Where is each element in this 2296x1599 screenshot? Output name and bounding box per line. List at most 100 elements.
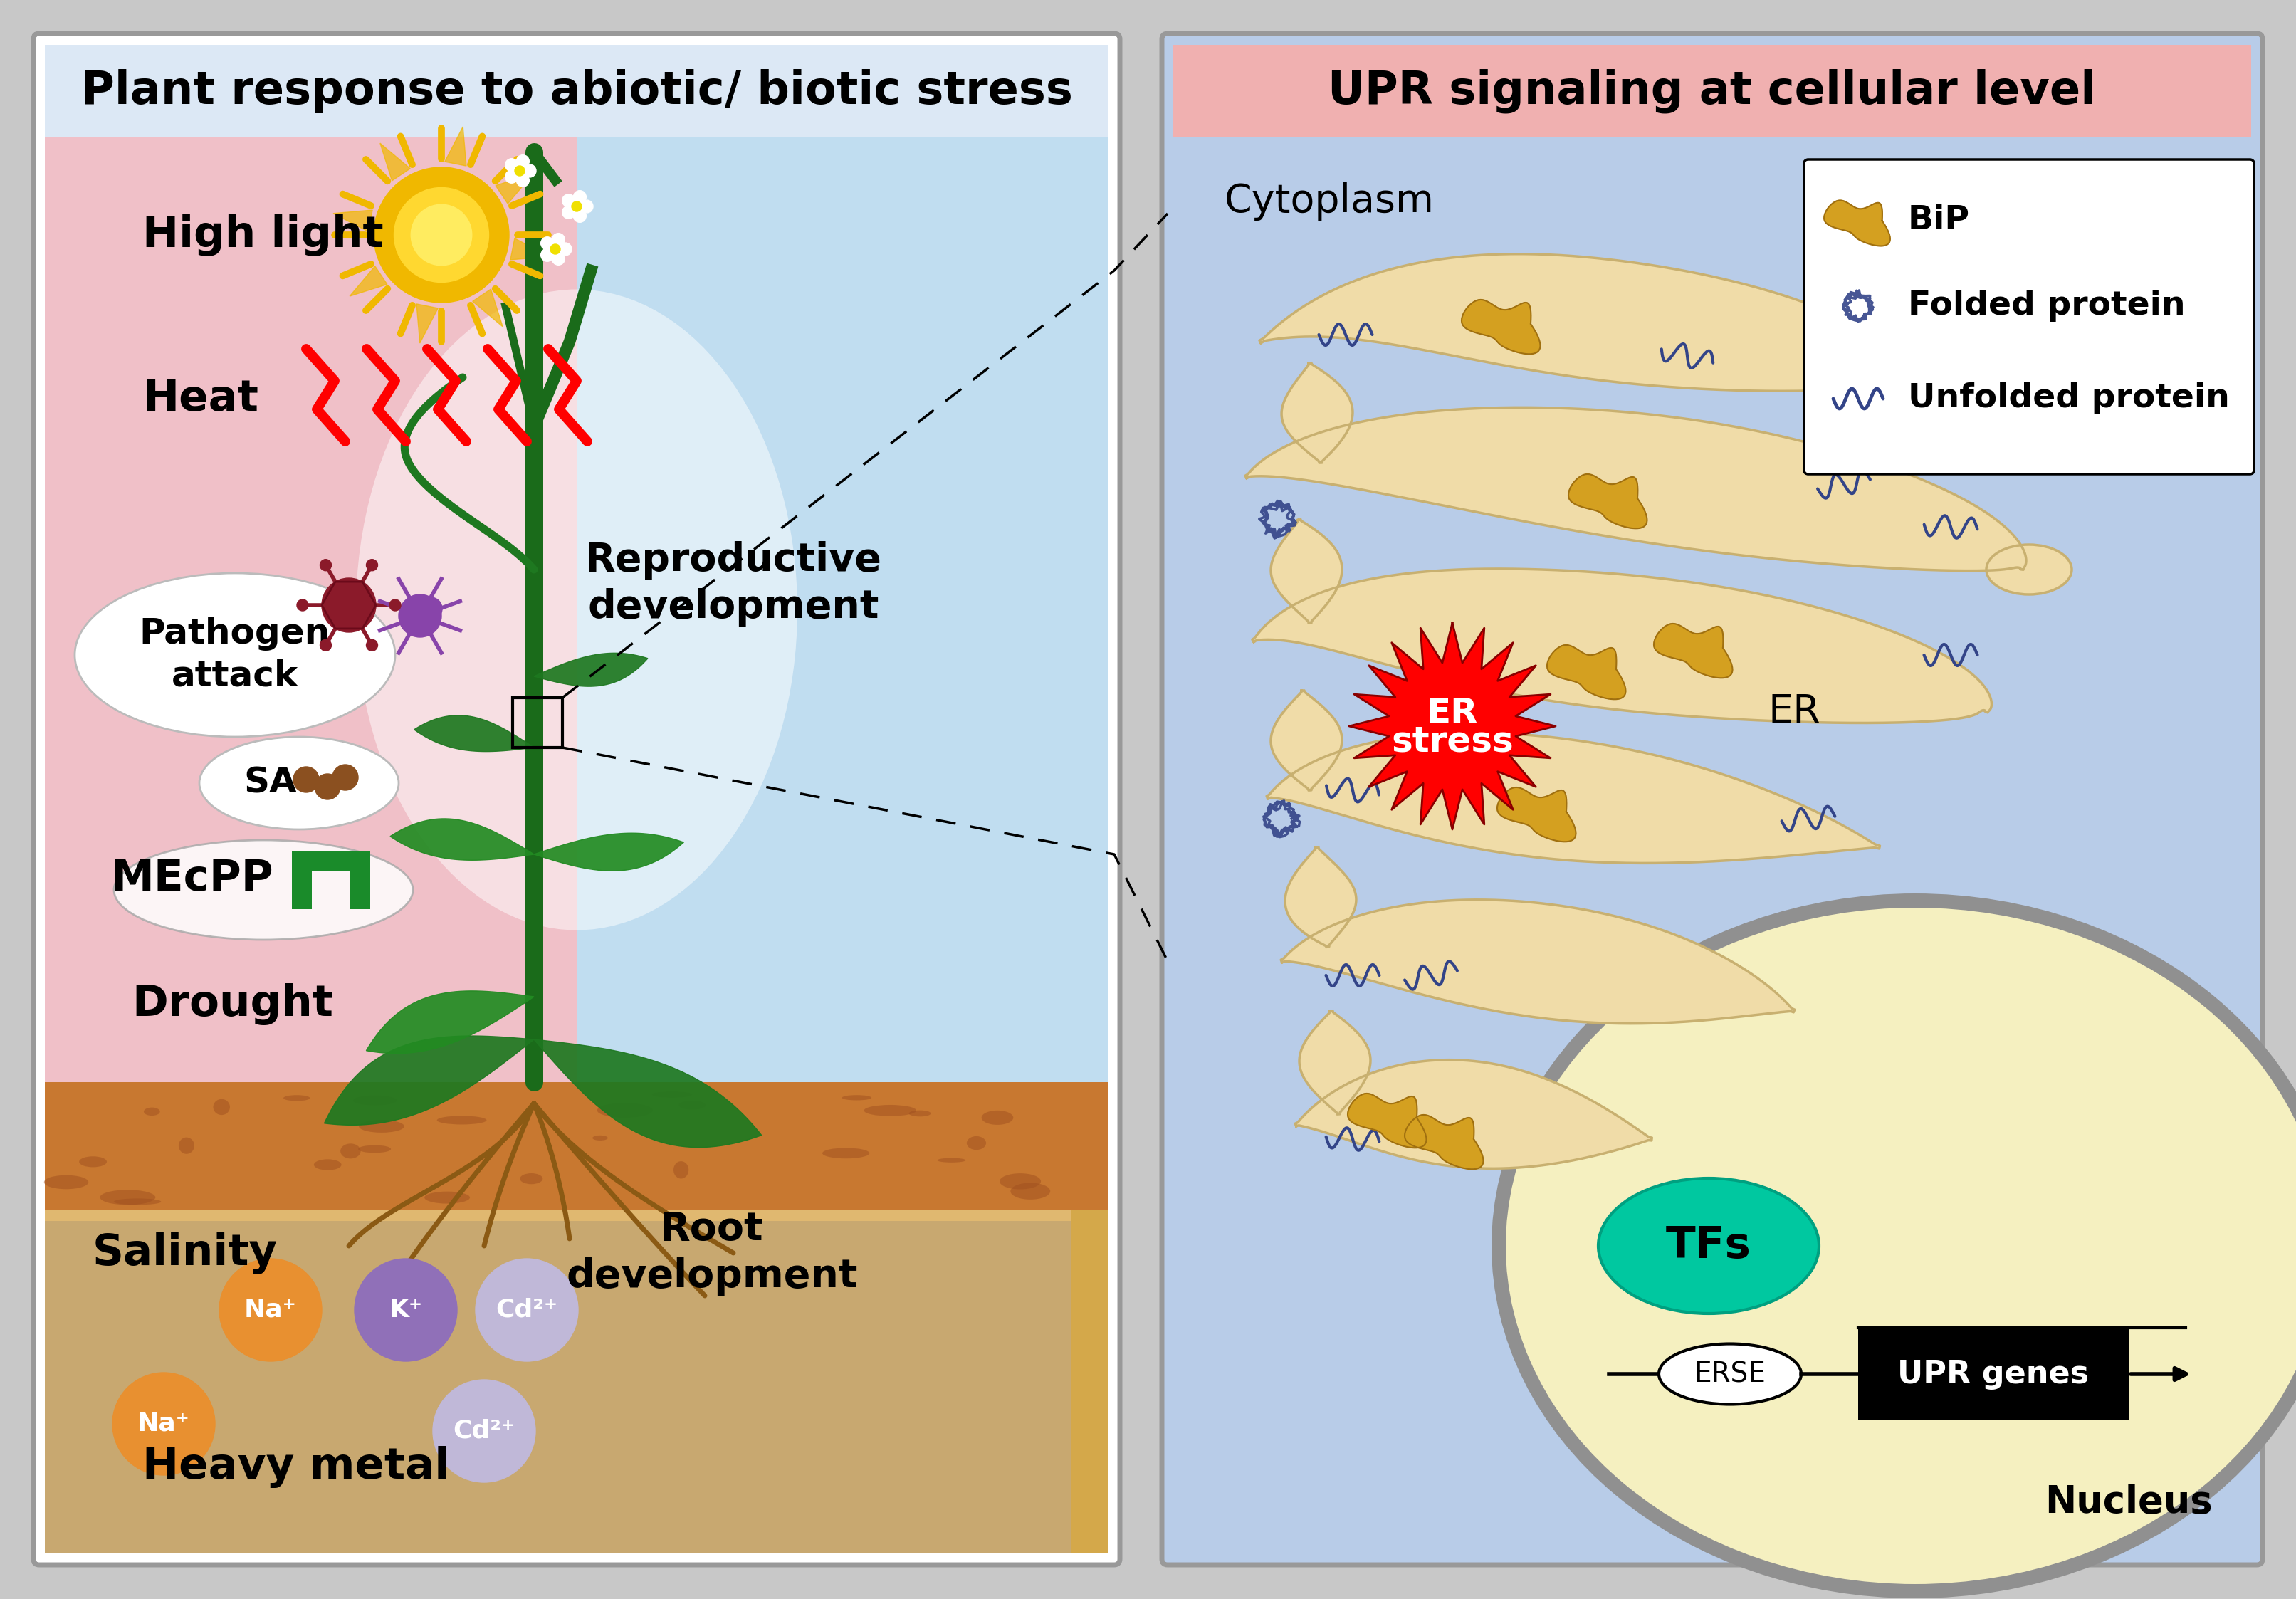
Circle shape [333, 764, 358, 790]
Ellipse shape [1658, 1343, 1800, 1404]
Ellipse shape [822, 1148, 870, 1159]
Bar [292, 870, 312, 910]
Polygon shape [1270, 691, 1341, 790]
FancyBboxPatch shape [34, 34, 1120, 1565]
Ellipse shape [76, 572, 395, 737]
Text: K⁺: K⁺ [388, 1298, 422, 1322]
Circle shape [505, 158, 519, 171]
Ellipse shape [680, 1100, 705, 1110]
Polygon shape [1300, 1011, 1371, 1115]
Polygon shape [324, 1036, 535, 1126]
Circle shape [319, 560, 331, 571]
Text: attack: attack [172, 659, 298, 694]
Circle shape [505, 171, 519, 184]
Bar [46, 138, 576, 1083]
Ellipse shape [145, 1108, 161, 1116]
Circle shape [374, 168, 510, 302]
Circle shape [558, 243, 572, 256]
Text: Salinity: Salinity [92, 1231, 278, 1274]
Text: ERSE: ERSE [1694, 1361, 1766, 1388]
Text: SA: SA [243, 766, 296, 800]
Polygon shape [535, 652, 647, 686]
Circle shape [411, 205, 473, 265]
Circle shape [517, 155, 528, 168]
Polygon shape [1267, 732, 1880, 863]
Circle shape [475, 1258, 579, 1361]
Circle shape [319, 640, 331, 651]
Text: Cd²⁺: Cd²⁺ [496, 1298, 558, 1322]
Circle shape [220, 1258, 321, 1361]
Ellipse shape [358, 1119, 404, 1132]
Text: Root
development: Root development [567, 1210, 859, 1295]
Polygon shape [333, 209, 372, 232]
Polygon shape [1350, 624, 1557, 830]
Ellipse shape [200, 737, 400, 830]
Text: Unfolded protein: Unfolded protein [1908, 382, 2229, 414]
Text: Folded protein: Folded protein [1908, 289, 2186, 321]
Polygon shape [1463, 299, 1541, 353]
Ellipse shape [354, 1095, 397, 1105]
Polygon shape [535, 833, 684, 871]
Ellipse shape [315, 1159, 342, 1170]
Polygon shape [473, 289, 503, 326]
Circle shape [563, 193, 574, 206]
Polygon shape [1348, 1094, 1426, 1148]
Ellipse shape [425, 1191, 471, 1204]
Text: Heavy metal: Heavy metal [142, 1445, 450, 1487]
Ellipse shape [436, 1116, 487, 1124]
Ellipse shape [967, 1137, 985, 1150]
Circle shape [551, 233, 565, 246]
Polygon shape [1281, 900, 1795, 1023]
Text: High light: High light [142, 214, 383, 256]
Polygon shape [1295, 1060, 1651, 1169]
Circle shape [551, 245, 560, 254]
Ellipse shape [592, 1135, 608, 1140]
Text: UPR signaling at cellular level: UPR signaling at cellular level [1327, 69, 2096, 114]
Circle shape [542, 248, 553, 262]
Ellipse shape [44, 1175, 90, 1190]
Circle shape [523, 165, 535, 177]
Circle shape [294, 768, 319, 793]
Ellipse shape [909, 1110, 930, 1116]
Circle shape [354, 1258, 457, 1361]
Circle shape [367, 560, 377, 571]
Ellipse shape [214, 1099, 230, 1115]
Polygon shape [1405, 1115, 1483, 1169]
Ellipse shape [999, 1174, 1040, 1190]
Ellipse shape [597, 1103, 652, 1118]
Circle shape [113, 1372, 216, 1476]
Polygon shape [510, 238, 549, 259]
Text: Plant response to abiotic/ biotic stress: Plant response to abiotic/ biotic stress [80, 69, 1072, 114]
Text: stress: stress [1391, 724, 1513, 760]
FancyBboxPatch shape [1805, 160, 2255, 475]
Circle shape [420, 598, 443, 620]
Circle shape [315, 774, 340, 800]
Bar [46, 1210, 1109, 1554]
Text: Drought: Drought [131, 983, 333, 1025]
Bar [1857, 1327, 2128, 1420]
Circle shape [551, 253, 565, 265]
Ellipse shape [78, 1156, 108, 1167]
Text: Na⁺: Na⁺ [138, 1412, 191, 1436]
Ellipse shape [980, 1110, 1013, 1124]
Polygon shape [367, 991, 535, 1054]
Circle shape [434, 1380, 535, 1482]
Text: Pathogen: Pathogen [140, 617, 331, 651]
Ellipse shape [1986, 545, 2071, 595]
Text: Reproductive
development: Reproductive development [585, 540, 882, 627]
Circle shape [563, 206, 574, 219]
Polygon shape [1568, 473, 1646, 528]
Polygon shape [1497, 787, 1575, 841]
Polygon shape [1653, 624, 1733, 678]
Circle shape [390, 600, 402, 611]
Ellipse shape [843, 1095, 872, 1100]
Polygon shape [1251, 569, 1991, 723]
Polygon shape [381, 144, 411, 181]
Text: Nucleus: Nucleus [2046, 1484, 2213, 1521]
Circle shape [517, 174, 528, 187]
Polygon shape [416, 304, 439, 344]
Circle shape [572, 201, 581, 211]
Bar [46, 1210, 1109, 1222]
Ellipse shape [863, 1105, 916, 1116]
Circle shape [581, 200, 592, 213]
